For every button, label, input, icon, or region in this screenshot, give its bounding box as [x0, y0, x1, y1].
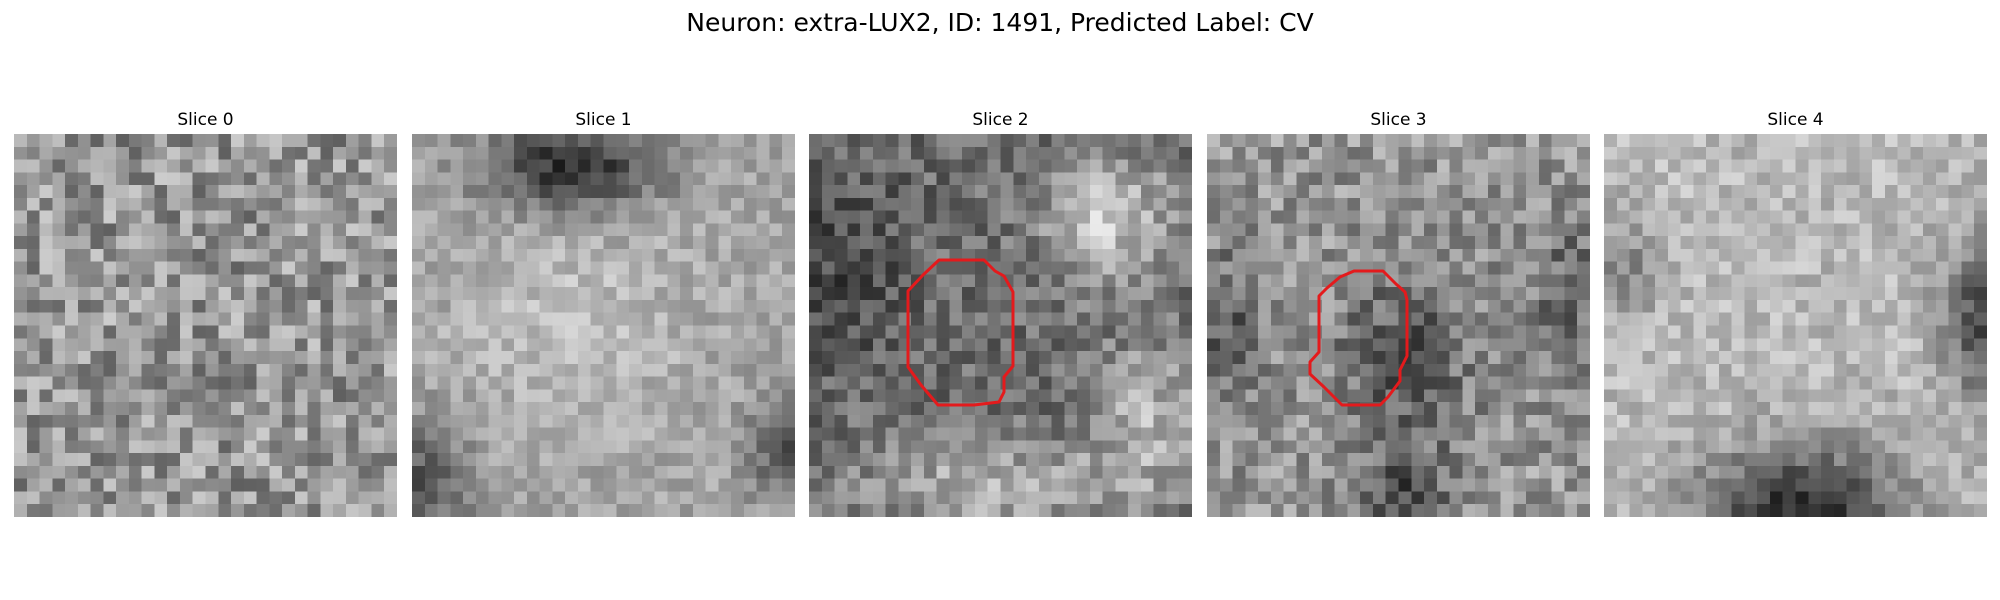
slice-title: Slice 2 — [972, 110, 1029, 130]
slice-pixels — [809, 134, 1192, 517]
figure-title: Neuron: extra-LUX2, ID: 1491, Predicted … — [686, 8, 1314, 37]
slice-title: Slice 1 — [575, 110, 632, 130]
slice-pixels — [14, 134, 397, 517]
slice-image-1 — [412, 134, 795, 517]
slice-title: Slice 4 — [1767, 110, 1824, 130]
segmentation-contour — [1308, 269, 1409, 407]
slice-pixels — [1207, 134, 1590, 517]
slice-image-2 — [809, 134, 1192, 517]
slice-title: Slice 0 — [177, 110, 234, 130]
slice-image-0 — [14, 134, 397, 517]
slice-image-4 — [1604, 134, 1987, 517]
slice-image-3 — [1207, 134, 1590, 517]
slice-pixels — [412, 134, 795, 517]
slice-title: Slice 3 — [1370, 110, 1427, 130]
segmentation-contour — [906, 258, 1015, 407]
slice-pixels — [1604, 134, 1987, 517]
